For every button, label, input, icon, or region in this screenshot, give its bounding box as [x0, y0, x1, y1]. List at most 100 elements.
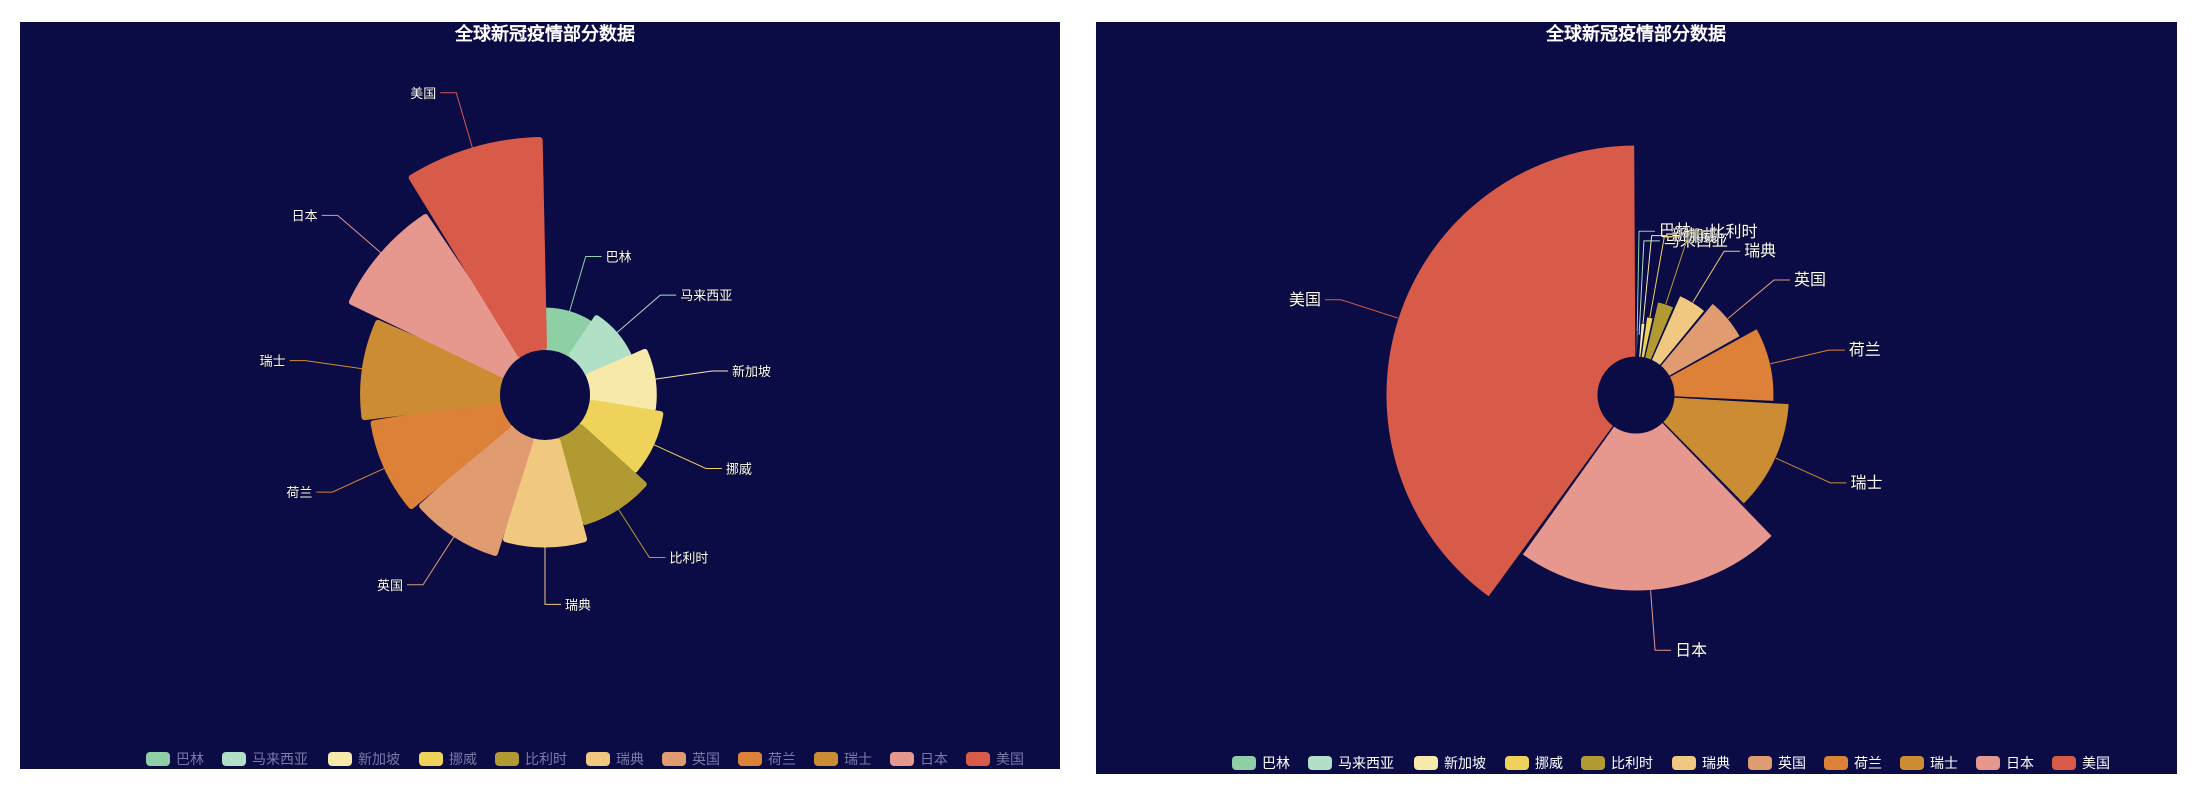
legend-item-瑞典[interactable]: 瑞典: [586, 752, 644, 768]
legend-swatch: [1748, 756, 1772, 770]
legend-label: 马来西亚: [252, 752, 308, 768]
legend-swatch: [1232, 756, 1256, 770]
legend-item-荷兰[interactable]: 荷兰: [1824, 756, 1882, 772]
legend-label: 瑞典: [616, 752, 644, 768]
legend-swatch: [1414, 756, 1438, 770]
slice-瑞士[interactable]: [360, 319, 504, 421]
slice-label: 英国: [1794, 270, 1826, 289]
slice-英国[interactable]: [1659, 302, 1741, 377]
legend-item-荷兰[interactable]: 荷兰: [738, 752, 796, 768]
legend-item-美国[interactable]: 美国: [2052, 756, 2110, 772]
legend-label: 瑞士: [1930, 756, 1958, 772]
legend-label: 日本: [920, 752, 948, 768]
legend-item-美国[interactable]: 美国: [966, 752, 1024, 768]
slice-日本[interactable]: [348, 214, 522, 378]
legend-label: 美国: [2082, 756, 2110, 772]
legend-swatch: [419, 752, 443, 766]
legend-item-马来西亚[interactable]: 马来西亚: [222, 752, 308, 768]
label-line-马来西亚: [1638, 240, 1660, 335]
legend-item-英国[interactable]: 英国: [662, 751, 720, 768]
legend-swatch: [1900, 756, 1924, 770]
legend-item-新加坡[interactable]: 新加坡: [1414, 756, 1486, 772]
legend-label: 英国: [692, 751, 720, 768]
left-rose-slices: [348, 137, 664, 556]
legend-swatch: [662, 752, 686, 766]
right-legend[interactable]: 巴林 马来西亚 新加坡 挪威 比利时 瑞典 英国 荷兰 瑞士 日本 美国: [1232, 755, 2110, 772]
legend-item-比利时[interactable]: 比利时: [495, 752, 567, 768]
legend-item-挪威[interactable]: 挪威: [1505, 756, 1563, 772]
label-line-瑞士: [1775, 457, 1847, 484]
legend-swatch: [1505, 756, 1529, 770]
slice-label: 荷兰: [286, 486, 312, 501]
legend-item-瑞典[interactable]: 瑞典: [1672, 756, 1730, 772]
legend-item-日本[interactable]: 日本: [1976, 756, 2034, 772]
legend-swatch: [890, 752, 914, 766]
left-legend[interactable]: 巴林 马来西亚 新加坡 挪威 比利时 瑞典 英国 荷兰 瑞士 日本 美国: [146, 751, 1024, 768]
slice-label: 美国: [410, 87, 436, 102]
legend-swatch: [1308, 756, 1332, 770]
slice-英国[interactable]: [419, 424, 534, 556]
slice-label: 新加坡: [1672, 226, 1720, 245]
legend-item-瑞士[interactable]: 瑞士: [1900, 756, 1958, 772]
legend-label: 比利时: [1611, 756, 1653, 772]
legend-label: 挪威: [1535, 756, 1563, 772]
label-line-美国: [1324, 299, 1399, 319]
right-chart-background: [1096, 22, 2177, 774]
legend-item-马来西亚[interactable]: 马来西亚: [1308, 756, 1394, 772]
slice-比利时[interactable]: [556, 424, 647, 525]
slice-label: 美国: [1289, 290, 1321, 309]
legend-item-英国[interactable]: 英国: [1748, 755, 1806, 772]
label-line-日本: [1650, 590, 1672, 651]
slice-label: 瑞典: [1744, 241, 1776, 260]
legend-label: 瑞士: [844, 752, 872, 768]
legend-swatch: [814, 752, 838, 766]
label-line-新加坡: [1642, 235, 1668, 324]
legend-swatch: [222, 752, 246, 766]
legend-item-瑞士[interactable]: 瑞士: [814, 752, 872, 768]
legend-label: 马来西亚: [1338, 756, 1394, 772]
legend-item-挪威[interactable]: 挪威: [419, 752, 477, 768]
legend-item-比利时[interactable]: 比利时: [1581, 756, 1653, 772]
slice-美国[interactable]: [1385, 144, 1637, 598]
label-line-荷兰: [1770, 349, 1845, 365]
slice-马来西亚[interactable]: [568, 315, 632, 378]
slice-日本[interactable]: [1521, 421, 1773, 592]
slice-label: 比利时: [669, 551, 708, 566]
label-line-巴林: [568, 255, 602, 315]
legend-item-日本[interactable]: 日本: [890, 752, 948, 768]
slice-label: 日本: [1675, 640, 1707, 659]
left-chart-background: [20, 22, 1060, 769]
label-line-挪威: [1649, 236, 1681, 318]
label-line-新加坡: [652, 370, 729, 381]
legend-swatch: [146, 752, 170, 766]
legend-label: 巴林: [176, 752, 204, 768]
slice-新加坡[interactable]: [586, 348, 657, 412]
legend-label: 荷兰: [1854, 756, 1882, 772]
legend-label: 新加坡: [358, 752, 400, 768]
right-chart-title: 全球新冠疫情部分数据: [1545, 23, 1726, 45]
slice-瑞士[interactable]: [1662, 396, 1790, 505]
slice-label: 马来西亚: [680, 289, 732, 304]
slice-label: 挪威: [726, 462, 752, 477]
legend-swatch: [2052, 756, 2076, 770]
slice-荷兰[interactable]: [1668, 328, 1775, 402]
legend-item-巴林[interactable]: 巴林: [1232, 756, 1290, 772]
slice-美国[interactable]: [408, 137, 547, 358]
legend-label: 英国: [1778, 755, 1806, 772]
slice-label: 新加坡: [732, 364, 771, 380]
label-line-比利时: [1665, 231, 1706, 305]
slice-label: 英国: [377, 579, 403, 594]
legend-label: 巴林: [1262, 756, 1290, 772]
legend-item-巴林[interactable]: 巴林: [146, 752, 204, 768]
legend-item-新加坡[interactable]: 新加坡: [328, 752, 400, 768]
slice-挪威[interactable]: [578, 399, 664, 473]
slice-瑞典[interactable]: [502, 438, 588, 548]
legend-swatch: [1581, 756, 1605, 770]
slice-label: 瑞士: [1850, 473, 1882, 492]
slice-荷兰[interactable]: [370, 399, 512, 510]
legend-label: 瑞典: [1702, 756, 1730, 772]
label-line-荷兰: [316, 466, 388, 493]
slice-label: 瑞典: [565, 598, 591, 613]
